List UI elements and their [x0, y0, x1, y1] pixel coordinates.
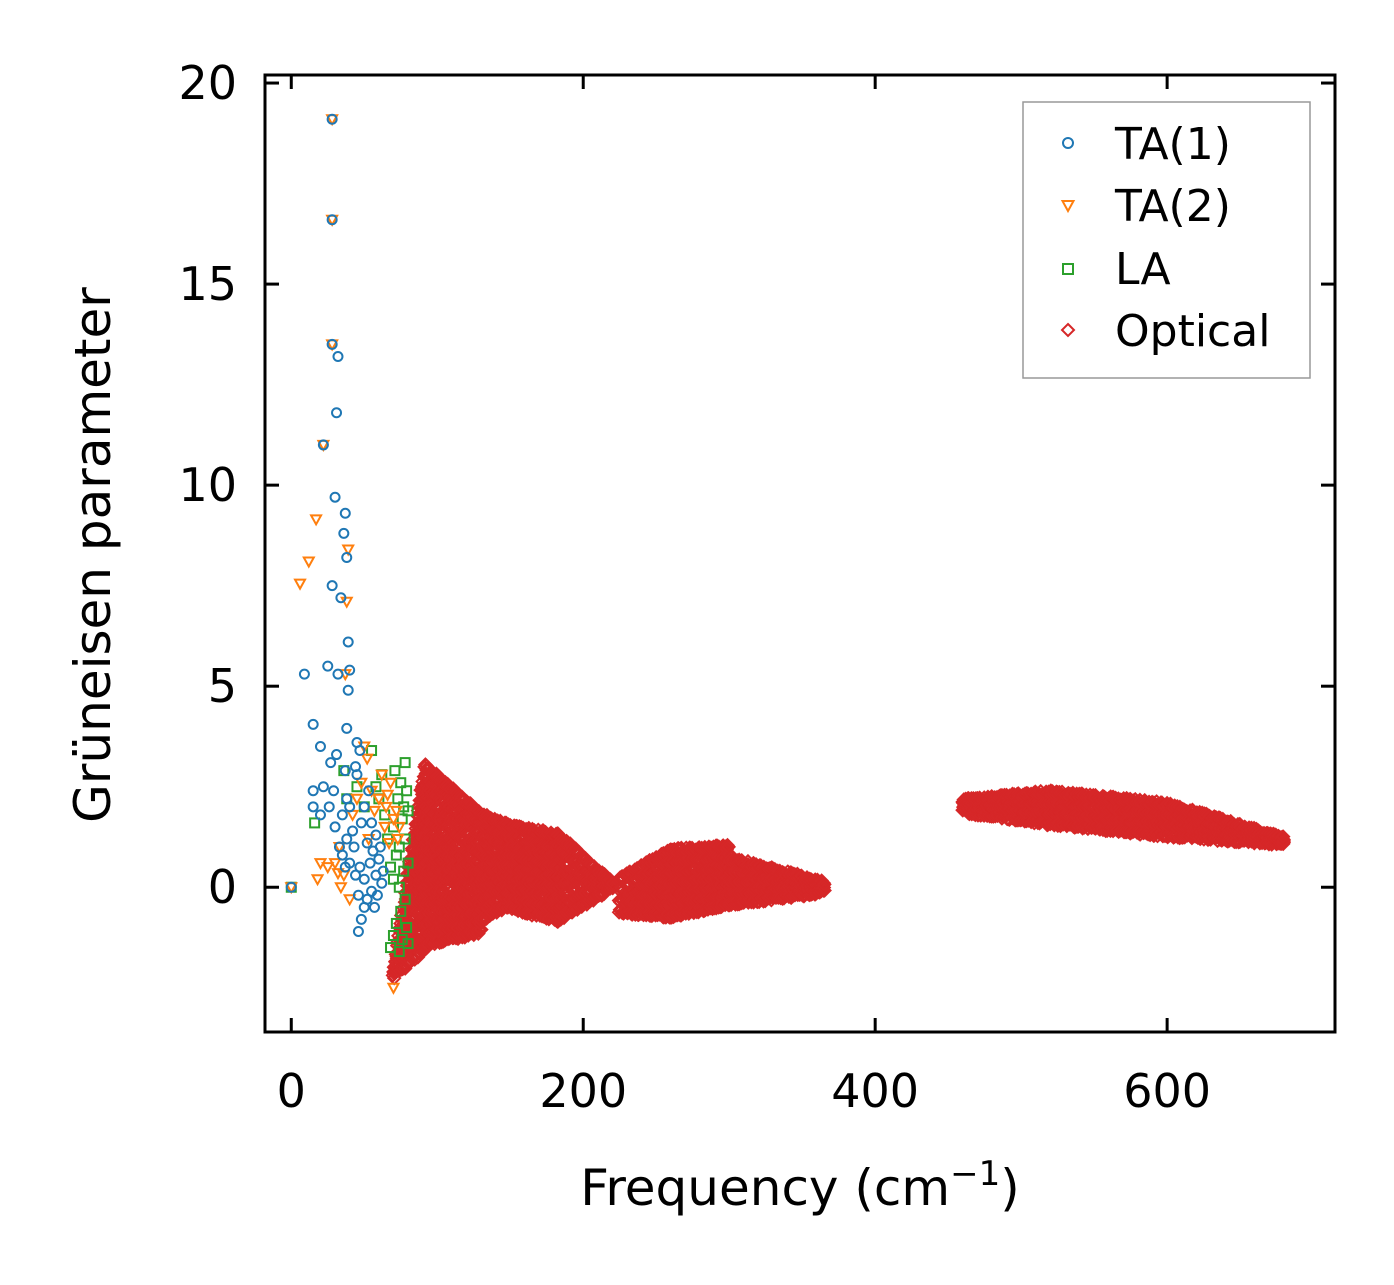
optical-point — [816, 877, 832, 892]
data-points-layer — [284, 113, 1292, 995]
